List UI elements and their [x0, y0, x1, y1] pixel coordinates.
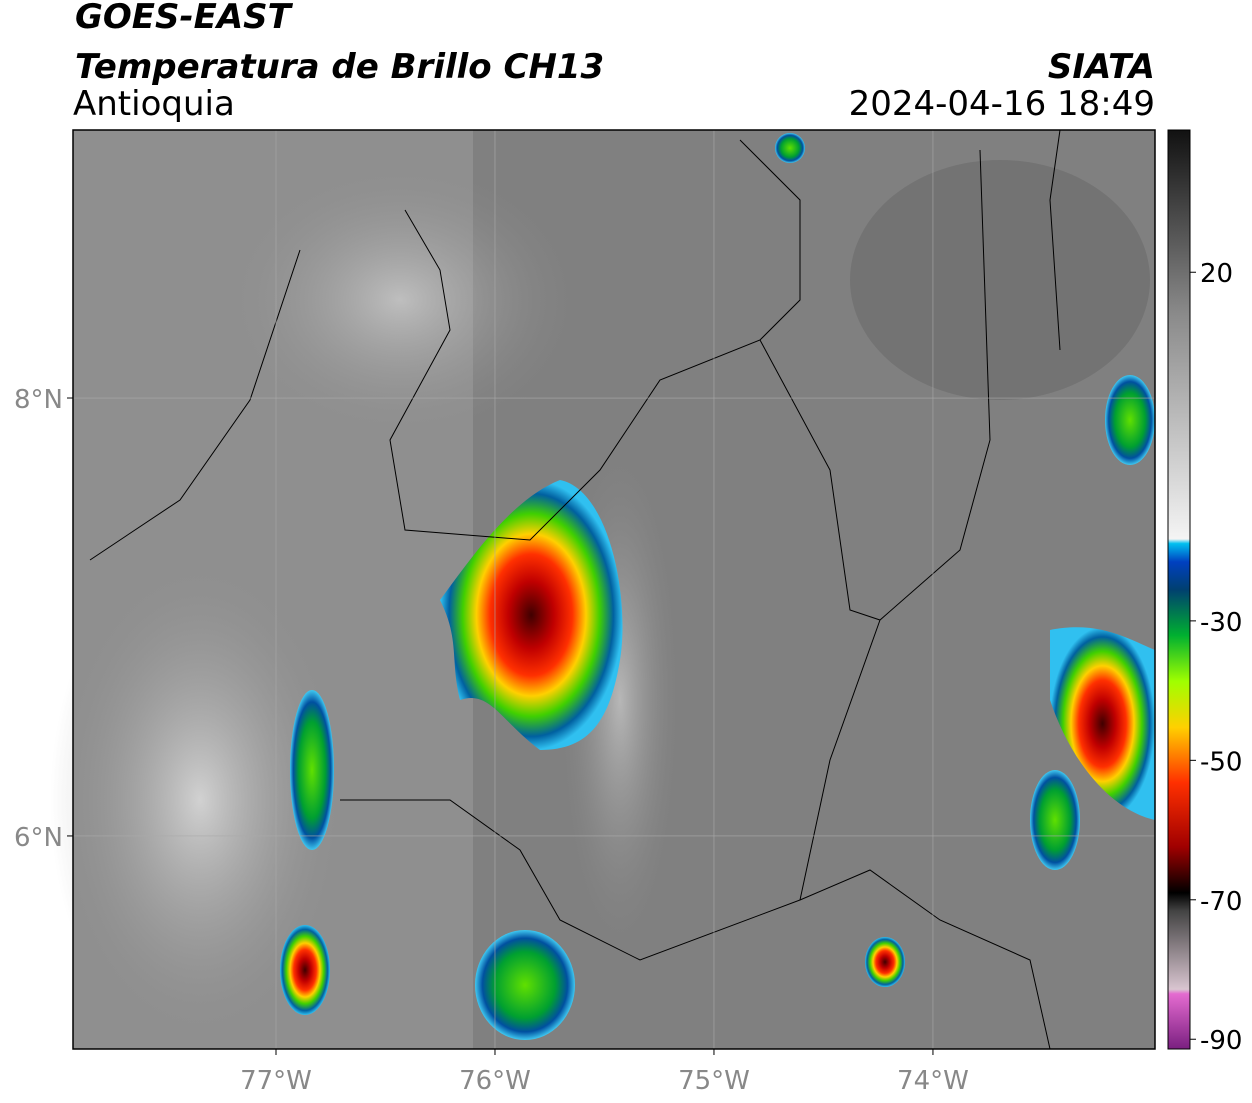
cloud: [220, 160, 580, 440]
region: Antioquia: [73, 84, 235, 124]
map: [50, 129, 1156, 1050]
storm-cell: [280, 925, 330, 1015]
colorbar-tick-label: 20: [1200, 259, 1233, 289]
storm-cell: [865, 937, 905, 987]
subtitle: Temperatura de Brillo CH13: [75, 47, 604, 87]
cloud: [850, 160, 1150, 400]
weak-cell: [1030, 770, 1080, 870]
colorbar-tick-label: -90: [1200, 1026, 1242, 1056]
title: GOES-EAST: [75, 0, 294, 37]
y-tick-label: 8°N: [14, 385, 63, 415]
x-tick-label: 74°W: [897, 1066, 969, 1096]
weak-cell: [290, 690, 334, 850]
timestamp: 2024-04-16 18:49: [849, 84, 1155, 124]
x-tick-label: 76°W: [459, 1066, 531, 1096]
source: SIATA: [1048, 47, 1155, 87]
colorbar-tick-label: -30: [1200, 608, 1242, 638]
boundaries: [89, 129, 1061, 1050]
cloud: [50, 550, 350, 1050]
storm-cell: [440, 480, 623, 750]
y-tick-label: 6°N: [14, 823, 63, 853]
colorbar: [1167, 129, 1191, 1050]
storm-cell: [1050, 627, 1155, 820]
colorbar-tick-label: -70: [1200, 887, 1242, 917]
weak-cell: [475, 930, 575, 1040]
map-frame: [72, 129, 1156, 1050]
weak-cell: [1105, 375, 1155, 465]
weak-cell: [775, 133, 805, 163]
grid: [73, 130, 1155, 1049]
x-tick-label: 77°W: [240, 1066, 312, 1096]
colorbar-tick-label: -50: [1200, 747, 1242, 777]
x-tick-label: 75°W: [678, 1066, 750, 1096]
